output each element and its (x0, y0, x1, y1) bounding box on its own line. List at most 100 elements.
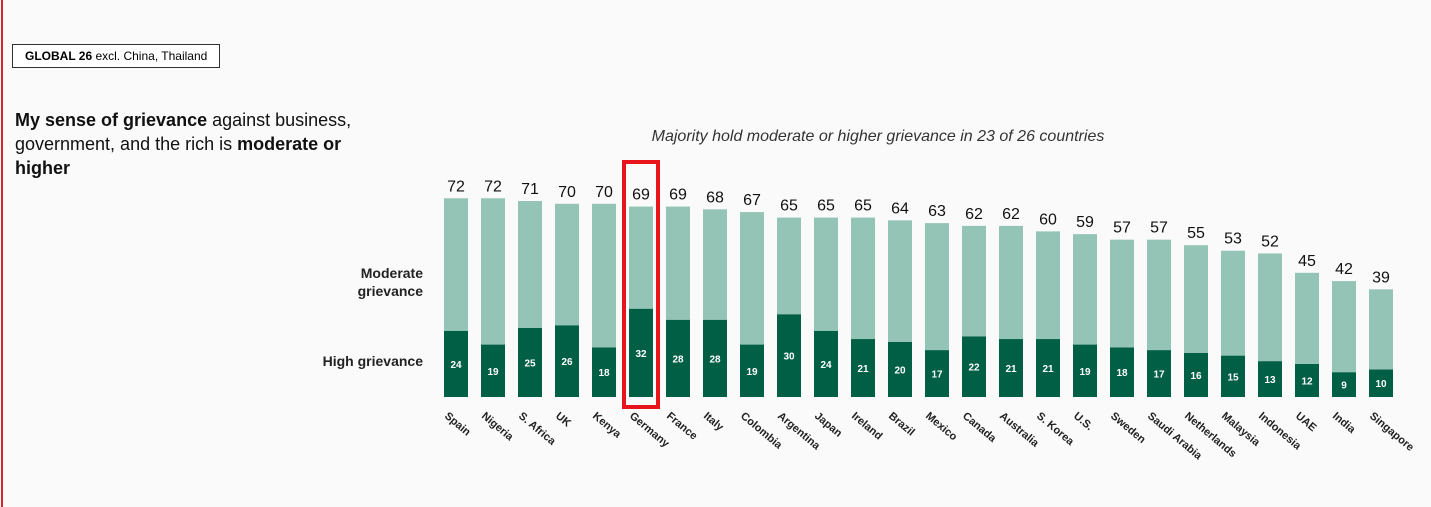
x-tick-label: India (1330, 410, 1358, 436)
bar-segment (925, 223, 949, 351)
segment-label: 19 (487, 367, 499, 378)
segment-label: 25 (524, 359, 536, 370)
bar-segment (1332, 281, 1356, 373)
bar-segment (1110, 239, 1134, 348)
segment-label: 26 (561, 357, 573, 368)
x-tick-label: Italy (701, 410, 726, 434)
bar-segment (1184, 245, 1208, 353)
bar-segment (1295, 363, 1319, 397)
segment-label: 28 (672, 354, 684, 365)
total-label: 64 (891, 200, 909, 217)
segment-label: 22 (968, 363, 980, 374)
x-tick-label: Mexico (923, 410, 959, 443)
x-tick-label: S. Korea (1034, 410, 1077, 448)
segment-label: 19 (1079, 367, 1091, 378)
segment-label: 17 (931, 370, 943, 381)
x-tick-label: U.S. (1071, 410, 1095, 433)
segment-label: 32 (635, 349, 647, 360)
total-label: 45 (1298, 253, 1316, 270)
bar-segment (481, 198, 505, 345)
bar-segment (481, 344, 505, 397)
total-label: 52 (1261, 233, 1279, 250)
bar-segment (777, 217, 801, 315)
bar-segment (1184, 352, 1208, 397)
series-label: Moderate grievance (357, 265, 423, 299)
total-label: 59 (1076, 214, 1094, 231)
bar-segment (925, 350, 949, 397)
total-label: 57 (1150, 220, 1168, 237)
bar-segment (1147, 350, 1171, 397)
total-label: 72 (447, 178, 465, 195)
bar-segment (703, 319, 727, 397)
total-label: 62 (965, 206, 983, 223)
segment-label: 19 (746, 367, 758, 378)
total-label: 53 (1224, 231, 1242, 248)
bar-segment (592, 203, 616, 348)
segment-label: 9 (1341, 381, 1347, 392)
bar-segment (1295, 272, 1319, 364)
bar-segment (518, 201, 542, 328)
bar-segment (999, 339, 1023, 397)
total-label: 57 (1113, 220, 1131, 237)
total-label: 65 (817, 198, 835, 215)
total-label: 62 (1002, 206, 1020, 223)
bar-segment (666, 206, 690, 320)
total-label: 42 (1335, 261, 1353, 278)
bar-segment (1073, 234, 1097, 345)
segment-label: 24 (450, 360, 462, 371)
total-label: 60 (1039, 211, 1057, 228)
bar-segment (1110, 347, 1134, 397)
bar-segment (740, 344, 764, 397)
segment-label: 13 (1264, 375, 1276, 386)
total-label: 63 (928, 203, 946, 220)
x-tick-label: Ireland (849, 410, 884, 442)
bar-segment (1221, 250, 1245, 356)
left-border (1, 0, 3, 507)
total-label: 71 (521, 181, 539, 198)
total-label: 65 (780, 198, 798, 215)
x-tick-label: France (664, 410, 699, 442)
segment-label: 15 (1227, 372, 1239, 383)
x-tick-label: S. Africa (516, 410, 558, 448)
total-label: 69 (669, 187, 687, 204)
bar-segment (444, 198, 468, 331)
segment-label: 21 (1005, 364, 1017, 375)
segment-label: 30 (783, 352, 795, 363)
x-tick-label: Japan (812, 410, 844, 440)
bar-segment (1036, 231, 1060, 340)
bar-segment (851, 339, 875, 397)
total-label: 70 (558, 184, 576, 201)
bar-segment (851, 217, 875, 340)
bar-segment (1332, 372, 1356, 397)
bar-segment (555, 325, 579, 397)
total-label: 39 (1372, 269, 1390, 286)
highlight-box (622, 160, 660, 409)
bar-segment (666, 319, 690, 397)
bar-segment (888, 341, 912, 397)
bar-segment (629, 308, 653, 397)
segment-label: 10 (1375, 379, 1387, 390)
x-tick-label: Kenya (590, 410, 624, 441)
x-tick-label: Germany (627, 410, 672, 450)
title-text: against business, government, and the ri… (15, 110, 352, 154)
bar-segment (777, 314, 801, 397)
x-tick-label: Singapore (1367, 410, 1416, 454)
total-label: 69 (632, 187, 650, 204)
x-tick-label: Spain (442, 410, 473, 439)
total-label: 67 (743, 192, 761, 209)
header-box: GLOBAL 26 excl. China, Thailand (12, 44, 221, 68)
total-label: 72 (484, 178, 502, 195)
x-tick-label: Nigeria (479, 410, 516, 444)
total-label: 65 (854, 198, 872, 215)
bar-segment (999, 225, 1023, 340)
x-tick-label: UAE (1293, 410, 1319, 434)
bar-segment (555, 203, 579, 326)
bar-segment (1369, 289, 1393, 370)
chart-subtitle: Majority hold moderate or higher grievan… (652, 128, 1105, 145)
bar-segment (962, 336, 986, 397)
segment-label: 16 (1190, 371, 1202, 382)
x-tick-label: Brazil (886, 410, 917, 438)
bar-segment (962, 225, 986, 337)
